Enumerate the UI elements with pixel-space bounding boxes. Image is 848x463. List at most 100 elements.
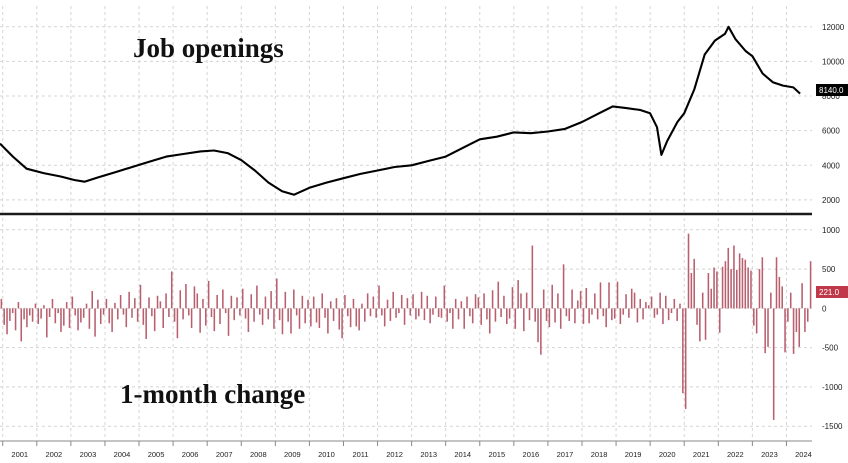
change-bar (88, 308, 91, 329)
x-tick-label: 2017 (557, 450, 574, 459)
change-bar (781, 286, 783, 309)
change-bar (758, 269, 761, 309)
change-bar (11, 308, 14, 314)
change-bar (761, 257, 764, 309)
change-bar (500, 308, 502, 317)
change-bar (355, 308, 358, 327)
change-bar (531, 245, 534, 309)
change-bar (236, 297, 238, 309)
change-bar (267, 308, 270, 320)
x-tick-label: 2015 (488, 450, 505, 459)
change-bar (622, 308, 624, 315)
job-openings-line (0, 25, 801, 196)
change-bar (400, 295, 403, 309)
change-bar (145, 308, 147, 339)
change-bar (525, 292, 528, 309)
change-bar (190, 308, 193, 328)
change-bar (548, 308, 551, 328)
y-tick-label: 12000 (822, 23, 845, 32)
change-bar (733, 245, 735, 309)
y-tick-label: 500 (822, 265, 836, 274)
change-bar (466, 296, 468, 309)
change-bar (594, 293, 596, 309)
change-bar (216, 295, 218, 309)
change-bar (273, 308, 275, 329)
change-bar (321, 293, 323, 309)
change-bar (256, 285, 258, 309)
change-bar (207, 280, 210, 309)
change-bar (134, 298, 136, 309)
change-bar (40, 308, 42, 319)
job-openings-gridlines (0, 6, 812, 212)
change-bar (119, 295, 122, 309)
y-tick-label: -1000 (822, 383, 843, 392)
change-bar (613, 308, 616, 319)
y-tick-label: -500 (822, 344, 839, 353)
change-bar (662, 308, 664, 325)
change-bar (77, 308, 79, 331)
change-bar (596, 308, 599, 320)
y-tick-label: 4000 (822, 161, 840, 170)
change-bar (295, 308, 298, 316)
x-tick-label: 2007 (216, 450, 233, 459)
x-tick-label: 2021 (693, 450, 710, 459)
change-bar (156, 295, 159, 309)
change-bar (565, 308, 568, 317)
change-bar (71, 296, 74, 309)
job-openings-last-value-label: 8140.0 (819, 86, 844, 95)
change-bar (54, 308, 57, 324)
change-bar (528, 308, 531, 321)
change-bar (801, 283, 803, 309)
change-bar (241, 288, 244, 309)
change-bar (213, 308, 216, 332)
change-bar (432, 308, 434, 315)
change-bar (628, 308, 630, 318)
change-bar (653, 308, 656, 318)
change-bar (403, 308, 406, 325)
change-bar (557, 293, 559, 309)
change-bar (406, 298, 409, 309)
change-bar (293, 289, 295, 309)
change-bar (60, 308, 62, 332)
change-bar (392, 291, 394, 309)
change-bar (327, 308, 329, 334)
change-bar (534, 308, 536, 322)
change-bar (117, 308, 119, 320)
y-tick-label: -1500 (822, 422, 843, 431)
change-bar (227, 308, 230, 336)
change-bar (497, 281, 500, 309)
change-bar (480, 308, 483, 325)
change-bar (736, 269, 738, 309)
change-bar (173, 308, 176, 322)
x-tick-label: 2023 (761, 450, 778, 459)
change-bar (91, 291, 93, 309)
change-bar (131, 308, 133, 318)
change-bar (514, 308, 517, 329)
x-tick-label: 2016 (523, 450, 540, 459)
change-bar (28, 308, 31, 316)
change-bar (222, 289, 224, 309)
change-bar (767, 308, 769, 347)
change-bar (247, 308, 250, 332)
change-bar (270, 291, 272, 309)
change-bar (486, 308, 488, 320)
change-bar (219, 308, 221, 325)
x-tick-label: 2008 (250, 450, 267, 459)
change-bar (114, 302, 116, 309)
change-bar (795, 308, 798, 332)
change-bar (97, 299, 99, 309)
change-bar (696, 308, 698, 325)
one-month-change-bars (0, 233, 812, 420)
change-bar (312, 296, 315, 309)
change-bar (554, 308, 556, 323)
x-tick-label: 2019 (625, 450, 642, 459)
change-bar (625, 294, 627, 309)
change-bar (9, 308, 11, 321)
change-bar (94, 308, 96, 337)
change-bar (375, 308, 377, 318)
change-bar (809, 261, 812, 309)
change-bar (187, 308, 190, 316)
change-bar (284, 291, 287, 309)
change-bar (386, 299, 389, 309)
change-bar (579, 291, 582, 309)
